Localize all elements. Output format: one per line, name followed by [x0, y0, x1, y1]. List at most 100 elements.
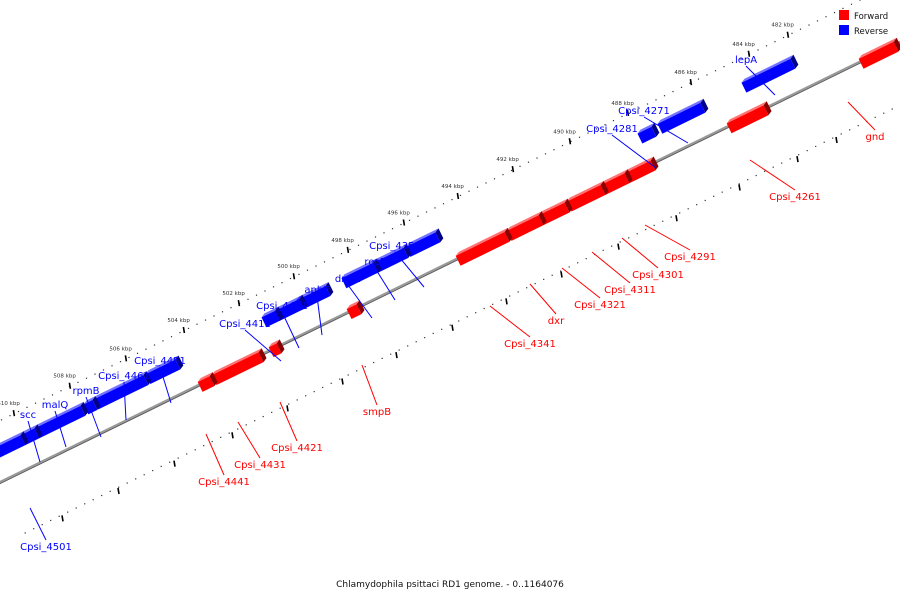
gene-cpsi-4441[interactable] — [197, 372, 218, 392]
ruler-dot-upper — [126, 482, 128, 484]
gene-cpsi-4301[interactable] — [600, 169, 633, 195]
gene-name: scc — [20, 410, 36, 421]
ruler-dots — [0, 0, 893, 534]
gene-dnan[interactable] — [341, 258, 382, 289]
gene-cpsi-4321[interactable] — [538, 198, 573, 226]
gene-cpsi-4281[interactable] — [637, 122, 660, 144]
ruler-dot-lower — [570, 140, 572, 143]
ruler-dot-lower — [459, 194, 462, 197]
ruler-dot-upper — [653, 224, 655, 226]
ruler-dot-lower — [298, 273, 300, 275]
ruler-dot-lower — [731, 61, 734, 64]
label-leader — [394, 251, 425, 288]
gene-label-smpb: smpB — [361, 364, 391, 418]
label-leader — [361, 364, 378, 406]
gene-label-lepa: lepA — [735, 55, 776, 96]
gene-cpsi-4271[interactable] — [657, 98, 709, 134]
ruler-dot-lower — [485, 182, 487, 184]
ruler-dot-lower — [187, 327, 190, 330]
gene-rpmb[interactable] — [83, 396, 101, 415]
ruler-dot-lower — [493, 178, 496, 180]
ruler-dot-lower — [170, 336, 173, 338]
gene-top-face — [274, 294, 303, 312]
ruler-dot-lower — [374, 236, 377, 238]
ruler-dot-lower — [230, 307, 232, 309]
gene-name: recF — [364, 257, 386, 268]
ruler-dot-lower — [553, 149, 555, 151]
ruler-dot-upper — [721, 191, 723, 193]
ruler-dot-upper — [152, 469, 154, 472]
ruler-dot-lower — [204, 319, 207, 321]
gene-dxr[interactable] — [506, 211, 547, 241]
ruler-tick-lower — [835, 136, 838, 144]
gene-end-face — [763, 101, 772, 116]
gene-body — [211, 352, 264, 386]
ruler-dot-upper — [483, 307, 485, 310]
gene-gnd[interactable] — [858, 37, 900, 69]
ruler-dot-lower — [595, 128, 598, 130]
ruler-dot-upper — [602, 249, 604, 251]
ruler-tick — [292, 273, 296, 280]
label-leader — [643, 116, 689, 144]
ruler-tick — [346, 246, 350, 253]
ruler-dot-lower — [621, 115, 623, 118]
gene-cpsi-4351[interactable] — [405, 228, 444, 257]
gene-label-rpmb: rpmB — [72, 386, 102, 438]
ruler-dot-lower — [544, 153, 547, 155]
ruler-tick-lower — [675, 215, 678, 222]
legend-reverse-label: Reverse — [854, 27, 888, 37]
ruler-dot-upper — [526, 287, 528, 289]
ruler-dot-lower — [128, 356, 130, 359]
ruler-dot-lower — [136, 352, 139, 354]
ruler-dot-upper — [628, 237, 630, 239]
gene-label-apbe: apbE — [304, 285, 330, 336]
ruler-tick-lower — [617, 243, 620, 250]
gene-body — [657, 102, 706, 134]
ruler-dot-upper — [58, 515, 60, 517]
gene-top-face — [93, 371, 147, 400]
gene-cpsi-4501[interactable] — [0, 431, 29, 462]
gene-label-cpsi-4411: Cpsi_4411 — [219, 319, 282, 362]
ruler-dot-upper — [449, 324, 451, 326]
gene-label-cpsi-4431: Cpsi_4431 — [234, 421, 286, 471]
gene-cpsi-4411[interactable] — [261, 306, 284, 328]
gene-label-cpsi-4341: Cpsi_4341 — [489, 305, 556, 350]
gene-smpb[interactable] — [346, 300, 365, 320]
gene-lepa[interactable] — [741, 54, 799, 93]
ruler-dot-lower — [179, 331, 181, 334]
gene-cpsi-4341[interactable] — [455, 227, 513, 266]
label-leader — [347, 284, 373, 319]
gene-name: Cpsi_4351 — [369, 241, 421, 252]
ruler-dot-upper — [764, 170, 766, 172]
ruler-tick — [689, 79, 693, 86]
ruler-dot-upper — [313, 391, 315, 393]
gene-cpsi-4261[interactable] — [726, 101, 772, 134]
gene-body — [741, 58, 796, 93]
ruler-dot-upper — [509, 295, 511, 297]
gene-cpsi-4311[interactable] — [566, 180, 609, 212]
gene-recf[interactable] — [371, 243, 412, 274]
ruler-tick-lower — [231, 432, 234, 439]
gene-end-face — [600, 180, 609, 195]
gene-cpsi-4461[interactable] — [93, 371, 152, 410]
label-leader — [561, 267, 601, 299]
ruler-dot-lower — [502, 174, 504, 176]
gene-top-face — [858, 37, 897, 59]
ruler-dot-upper — [407, 345, 409, 347]
ruler-tick — [786, 31, 790, 38]
gene-cpsi-4431[interactable] — [211, 348, 267, 386]
gene-cpsi-4421[interactable] — [268, 339, 285, 358]
gene-top-face — [296, 282, 329, 301]
ruler-dot-lower — [757, 49, 759, 51]
ruler-tick-label: 482 kbp — [771, 23, 794, 29]
ruler-dot-lower — [451, 198, 453, 201]
gene-name: lepA — [735, 55, 757, 66]
gene-end-face — [143, 371, 152, 385]
gene-cpsi-4451[interactable] — [145, 355, 184, 385]
ruler-dot-upper — [305, 395, 307, 397]
label-leader — [29, 507, 47, 541]
ruler-dot-upper — [585, 258, 587, 260]
ruler-dot-upper — [789, 158, 791, 160]
ruler-dot-upper — [33, 528, 35, 530]
gene-malq[interactable] — [34, 401, 89, 439]
